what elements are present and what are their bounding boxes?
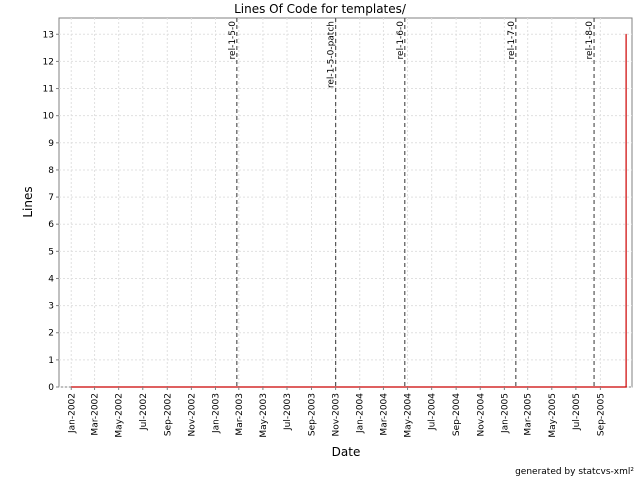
y-tick-label: 10 — [43, 112, 55, 122]
y-tick-label: 0 — [48, 383, 54, 393]
version-marker-label: rel-1-8-0 — [585, 21, 595, 60]
x-tick-label: Jan-2004 — [356, 393, 366, 434]
y-tick-label: 8 — [48, 166, 54, 176]
x-tick-label: Jul-2005 — [572, 393, 582, 431]
y-tick-label: 5 — [48, 247, 54, 257]
version-marker-label: rel-1-5-0 — [228, 21, 238, 60]
x-axis-label: Date — [332, 445, 361, 459]
x-tick-label: May-2002 — [115, 393, 125, 438]
x-tick-label: Nov-2002 — [187, 393, 197, 436]
x-tick-label: Jan-2005 — [500, 393, 510, 434]
x-tick-label: May-2004 — [404, 393, 414, 438]
version-marker-label: rel-1-6-0 — [396, 21, 406, 60]
x-tick-label: May-2003 — [259, 393, 269, 438]
y-tick-label: 13 — [43, 30, 54, 40]
y-tick-label: 6 — [48, 220, 54, 230]
x-tick-label: Jan-2003 — [211, 393, 221, 434]
y-tick-label: 11 — [43, 85, 54, 95]
x-tick-label: Jul-2002 — [139, 393, 149, 431]
y-tick-label: 2 — [48, 329, 54, 339]
chart-title: Lines Of Code for templates/ — [234, 2, 407, 16]
x-tick-label: Mar-2003 — [235, 393, 245, 436]
x-tick-label: Sep-2004 — [452, 393, 462, 436]
x-tick-label: Jan-2002 — [67, 393, 77, 434]
x-tick-label: Jul-2004 — [428, 393, 438, 431]
x-tick-label: Mar-2002 — [91, 393, 101, 436]
loc-data-point — [625, 386, 627, 388]
x-tick-label: Nov-2003 — [332, 393, 342, 436]
y-tick-label: 9 — [48, 139, 54, 149]
y-tick-label: 7 — [48, 193, 54, 203]
x-tick-label: May-2005 — [548, 393, 558, 438]
y-axis-label: Lines — [21, 186, 35, 217]
y-tick-label: 1 — [48, 356, 54, 366]
version-markers: rel-1-5-0 rel-1-5-0-patch rel-1-6-0 rel-1-7… — [228, 18, 595, 387]
version-marker-label: rel-1-5-0-patch — [327, 21, 337, 88]
x-tick-label: Sep-2002 — [163, 393, 173, 436]
x-tick-label: Nov-2004 — [476, 393, 486, 437]
x-tick-label: Sep-2003 — [308, 393, 318, 436]
y-tick-label: 12 — [43, 57, 54, 67]
x-tick-label: Mar-2005 — [524, 393, 534, 436]
generator-footer: generated by statcvs-xml² — [515, 467, 634, 477]
y-tick-label: 3 — [48, 302, 54, 312]
x-tick-label: Sep-2005 — [596, 393, 606, 436]
x-tick-label: Jul-2003 — [283, 393, 293, 431]
loc-data-point — [625, 33, 627, 35]
plot-area — [58, 17, 633, 388]
y-tick-label: 4 — [48, 274, 54, 284]
x-axis: Jan-2002 Mar-2002 May-2002 Jul-2002 Sep-2002… — [67, 387, 606, 438]
version-marker-label: rel-1-7-0 — [507, 21, 517, 60]
x-tick-label: Mar-2004 — [379, 393, 389, 436]
